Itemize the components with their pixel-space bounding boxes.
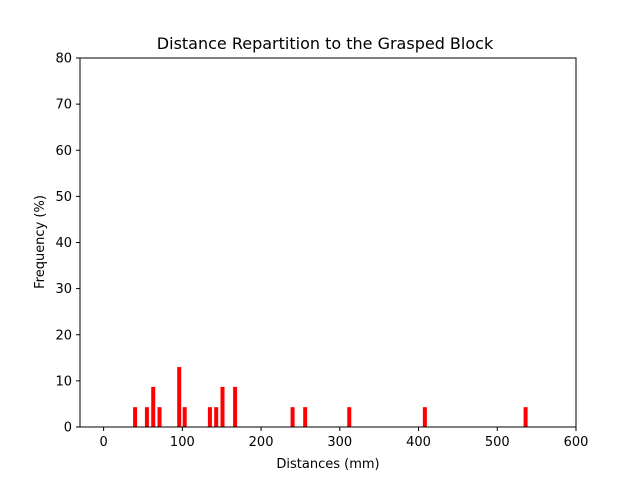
x-tick-label: 200 xyxy=(249,435,274,450)
x-tick-label: 600 xyxy=(564,435,589,450)
bar xyxy=(177,367,182,427)
bar xyxy=(233,386,238,427)
bar xyxy=(303,407,308,427)
bar xyxy=(133,407,138,427)
bar xyxy=(523,407,528,427)
bar xyxy=(422,407,427,427)
chart-title: Distance Repartition to the Grasped Bloc… xyxy=(157,34,494,53)
bar xyxy=(290,407,295,427)
bar xyxy=(151,386,156,427)
y-tick-label: 50 xyxy=(55,190,72,205)
bar xyxy=(144,407,149,427)
x-tick-label: 0 xyxy=(99,435,107,450)
x-axis-ticks: 0 100 200 300 400 500 600 xyxy=(99,427,588,450)
x-tick-label: 100 xyxy=(170,435,195,450)
bar xyxy=(182,407,187,427)
y-tick-label: 30 xyxy=(55,282,72,297)
x-tick-label: 300 xyxy=(327,435,352,450)
bar xyxy=(220,386,225,427)
y-axis-label: Frequency (%) xyxy=(33,195,48,289)
y-axis-ticks: 0 10 20 30 40 50 60 70 80 xyxy=(55,52,80,436)
y-tick-label: 10 xyxy=(55,374,72,389)
y-tick-label: 80 xyxy=(55,52,72,67)
y-tick-label: 0 xyxy=(64,421,72,436)
y-tick-label: 20 xyxy=(55,328,72,343)
bar xyxy=(347,407,352,427)
y-tick-label: 60 xyxy=(55,144,72,159)
bar xyxy=(207,407,212,427)
x-tick-label: 500 xyxy=(485,435,510,450)
x-axis-label: Distances (mm) xyxy=(276,457,379,472)
bars-layer xyxy=(133,367,528,427)
x-tick-label: 400 xyxy=(406,435,431,450)
bar xyxy=(157,407,162,427)
y-tick-label: 70 xyxy=(55,98,72,113)
bar xyxy=(214,407,219,427)
y-tick-label: 40 xyxy=(55,236,72,251)
